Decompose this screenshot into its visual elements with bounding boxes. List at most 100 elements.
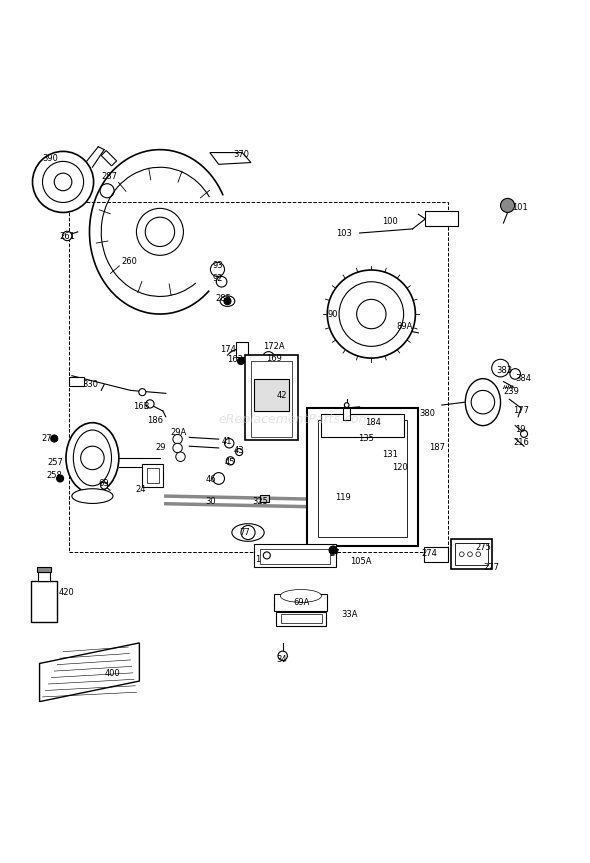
Circle shape — [471, 390, 494, 414]
Circle shape — [263, 351, 274, 363]
Bar — [31, 582, 57, 622]
Text: 34: 34 — [276, 655, 287, 664]
Bar — [455, 543, 487, 565]
Bar — [251, 361, 292, 438]
Text: 29A: 29A — [171, 428, 187, 438]
Text: 27: 27 — [41, 434, 52, 443]
Circle shape — [211, 262, 225, 276]
Circle shape — [476, 551, 481, 557]
Text: 287: 287 — [101, 172, 117, 180]
Text: 135: 135 — [358, 434, 374, 443]
Polygon shape — [40, 643, 139, 702]
Text: 77: 77 — [239, 528, 250, 537]
Circle shape — [460, 551, 464, 557]
Circle shape — [329, 546, 337, 554]
Circle shape — [491, 359, 509, 377]
Text: 100: 100 — [382, 217, 398, 226]
Circle shape — [357, 299, 386, 329]
Circle shape — [520, 431, 527, 438]
Circle shape — [57, 475, 64, 482]
Text: 420: 420 — [59, 589, 75, 597]
Bar — [424, 547, 448, 562]
Ellipse shape — [274, 596, 327, 614]
Circle shape — [145, 217, 175, 247]
Bar — [38, 572, 50, 582]
Bar — [101, 150, 117, 166]
Circle shape — [213, 473, 225, 484]
Text: 69: 69 — [99, 479, 109, 488]
Text: 19: 19 — [515, 425, 526, 434]
Ellipse shape — [72, 488, 113, 503]
Text: 400: 400 — [104, 669, 120, 678]
Text: 43: 43 — [233, 446, 244, 455]
Ellipse shape — [66, 423, 119, 493]
Circle shape — [225, 438, 234, 448]
Text: 93: 93 — [213, 261, 224, 270]
Bar — [245, 356, 298, 440]
Bar — [274, 594, 327, 611]
Text: 275: 275 — [476, 544, 491, 552]
Circle shape — [100, 184, 114, 198]
Text: 186: 186 — [147, 417, 163, 425]
Circle shape — [339, 281, 404, 346]
Text: 169: 169 — [266, 354, 281, 362]
Text: 285: 285 — [216, 294, 232, 303]
Bar — [276, 612, 326, 627]
Text: 42: 42 — [276, 391, 287, 400]
Bar — [254, 379, 289, 411]
Bar — [281, 614, 322, 623]
Circle shape — [136, 208, 183, 255]
Text: 370: 370 — [233, 150, 250, 159]
Circle shape — [146, 400, 154, 408]
Text: 258: 258 — [46, 471, 62, 480]
Circle shape — [241, 526, 255, 539]
Circle shape — [237, 357, 244, 364]
Text: 277: 277 — [483, 564, 499, 572]
Text: 120: 120 — [392, 463, 408, 472]
Bar — [260, 549, 330, 564]
Text: 24: 24 — [135, 484, 146, 494]
Text: eReplacementParts.com: eReplacementParts.com — [219, 413, 371, 426]
Text: 163: 163 — [228, 356, 244, 364]
Ellipse shape — [73, 430, 112, 486]
Circle shape — [468, 551, 473, 557]
Text: 29: 29 — [155, 444, 166, 452]
Text: 101: 101 — [512, 203, 528, 211]
Circle shape — [227, 457, 234, 465]
Circle shape — [327, 270, 415, 358]
Text: 105A: 105A — [350, 557, 371, 566]
Ellipse shape — [466, 379, 500, 425]
Text: 41: 41 — [222, 437, 232, 446]
Text: 325: 325 — [253, 497, 268, 507]
Bar — [236, 343, 248, 357]
Text: 177: 177 — [513, 406, 529, 415]
Text: 239: 239 — [503, 387, 519, 396]
Bar — [425, 211, 458, 226]
Text: 69A: 69A — [294, 598, 310, 608]
Text: 216: 216 — [513, 438, 529, 446]
Circle shape — [217, 276, 227, 287]
Text: 16B: 16B — [133, 402, 150, 412]
Text: 172A: 172A — [263, 343, 284, 351]
Circle shape — [278, 651, 287, 660]
Circle shape — [267, 362, 276, 372]
Bar — [343, 408, 350, 419]
Circle shape — [42, 161, 84, 203]
Text: 384: 384 — [515, 375, 531, 383]
Circle shape — [63, 231, 72, 241]
Text: 187: 187 — [429, 443, 445, 452]
Ellipse shape — [280, 589, 322, 602]
Bar — [307, 408, 418, 546]
Text: 131: 131 — [382, 450, 398, 459]
Text: 184: 184 — [365, 419, 381, 427]
Bar — [37, 567, 51, 572]
Circle shape — [54, 173, 72, 191]
Text: 174: 174 — [220, 345, 236, 354]
Text: 260: 260 — [122, 256, 137, 266]
Text: 92: 92 — [213, 274, 223, 283]
Circle shape — [32, 151, 94, 212]
Bar — [451, 539, 491, 570]
Text: 274: 274 — [421, 549, 437, 558]
Text: 30: 30 — [206, 497, 217, 507]
Ellipse shape — [232, 524, 264, 541]
